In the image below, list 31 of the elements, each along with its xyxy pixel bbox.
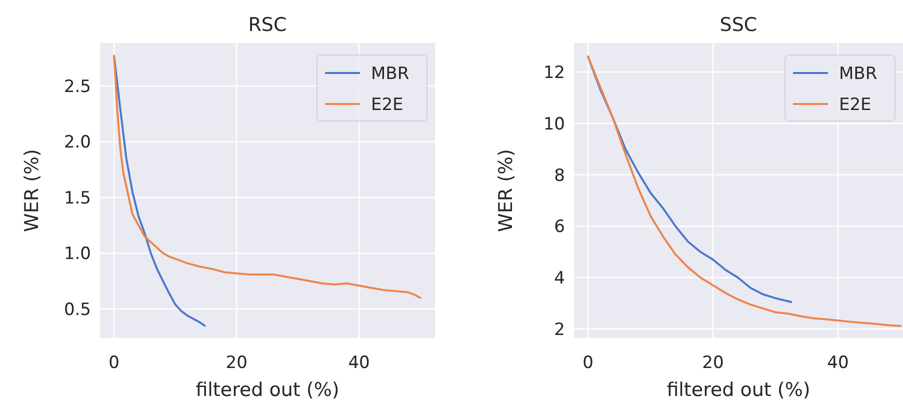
x-tick-label: 0 xyxy=(108,353,120,373)
y-tick-label: 2 xyxy=(554,320,565,340)
legend-label: MBR xyxy=(371,64,410,84)
legend-label: MBR xyxy=(839,64,878,84)
y-axis-title: WER (%) xyxy=(495,149,517,232)
x-tick-label: 0 xyxy=(582,353,594,373)
y-tick-label: 8 xyxy=(554,166,565,186)
y-tick-label: 1.5 xyxy=(64,188,91,208)
line-series xyxy=(113,54,422,299)
line-series xyxy=(113,54,206,327)
y-tick-label: 10 xyxy=(543,114,565,134)
line-series xyxy=(587,56,792,304)
y-tick-label: 4 xyxy=(554,268,565,289)
x-tick-label: 40 xyxy=(827,353,849,373)
chart-title: SSC xyxy=(720,14,758,36)
legend-label: E2E xyxy=(371,94,404,115)
y-axis-title: WER (%) xyxy=(21,149,43,232)
x-tick-label: 40 xyxy=(348,353,370,373)
y-tick-label: 0.5 xyxy=(64,300,91,320)
y-tick-label: 12 xyxy=(543,62,565,83)
legend-label: E2E xyxy=(839,94,872,115)
y-tick-label: 1.0 xyxy=(64,244,91,264)
y-tick-label: 2.5 xyxy=(64,76,91,97)
x-axis-title: filtered out (%) xyxy=(666,379,810,401)
x-tick-label: 20 xyxy=(226,353,248,373)
x-axis-title: filtered out (%) xyxy=(196,379,340,401)
y-tick-label: 6 xyxy=(554,217,565,238)
y-tick-label: 2.0 xyxy=(64,132,91,153)
x-tick-label: 20 xyxy=(702,353,724,373)
line-series xyxy=(587,56,902,327)
chart-title: RSC xyxy=(248,14,287,36)
